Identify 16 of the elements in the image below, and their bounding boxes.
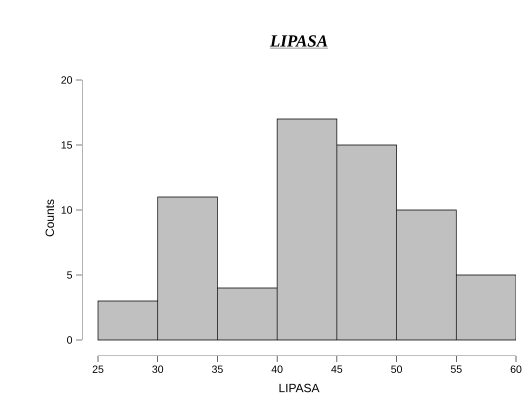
x-tick-label: 35 [212,366,223,373]
y-tick-label: 20 [61,76,72,84]
y-tick-label: 0 [67,336,72,344]
x-tick-label: 45 [331,366,342,373]
y-tick-label: 10 [62,206,72,214]
x-tick-label: 55 [450,366,462,373]
x-tick-label: 25 [92,366,104,373]
y-axis-title: Counts [46,199,54,236]
x-tick-label: 30 [152,366,164,373]
y-tick-label: 15 [62,141,72,149]
x-tick-label: 60 [510,366,522,373]
y-tick-label: 5 [67,271,72,279]
x-axis-title: LIPASA [279,384,320,392]
x-tick-label: 50 [391,366,402,373]
x-tick-label: 40 [272,366,283,373]
chart-title: LIPASA [270,35,328,47]
